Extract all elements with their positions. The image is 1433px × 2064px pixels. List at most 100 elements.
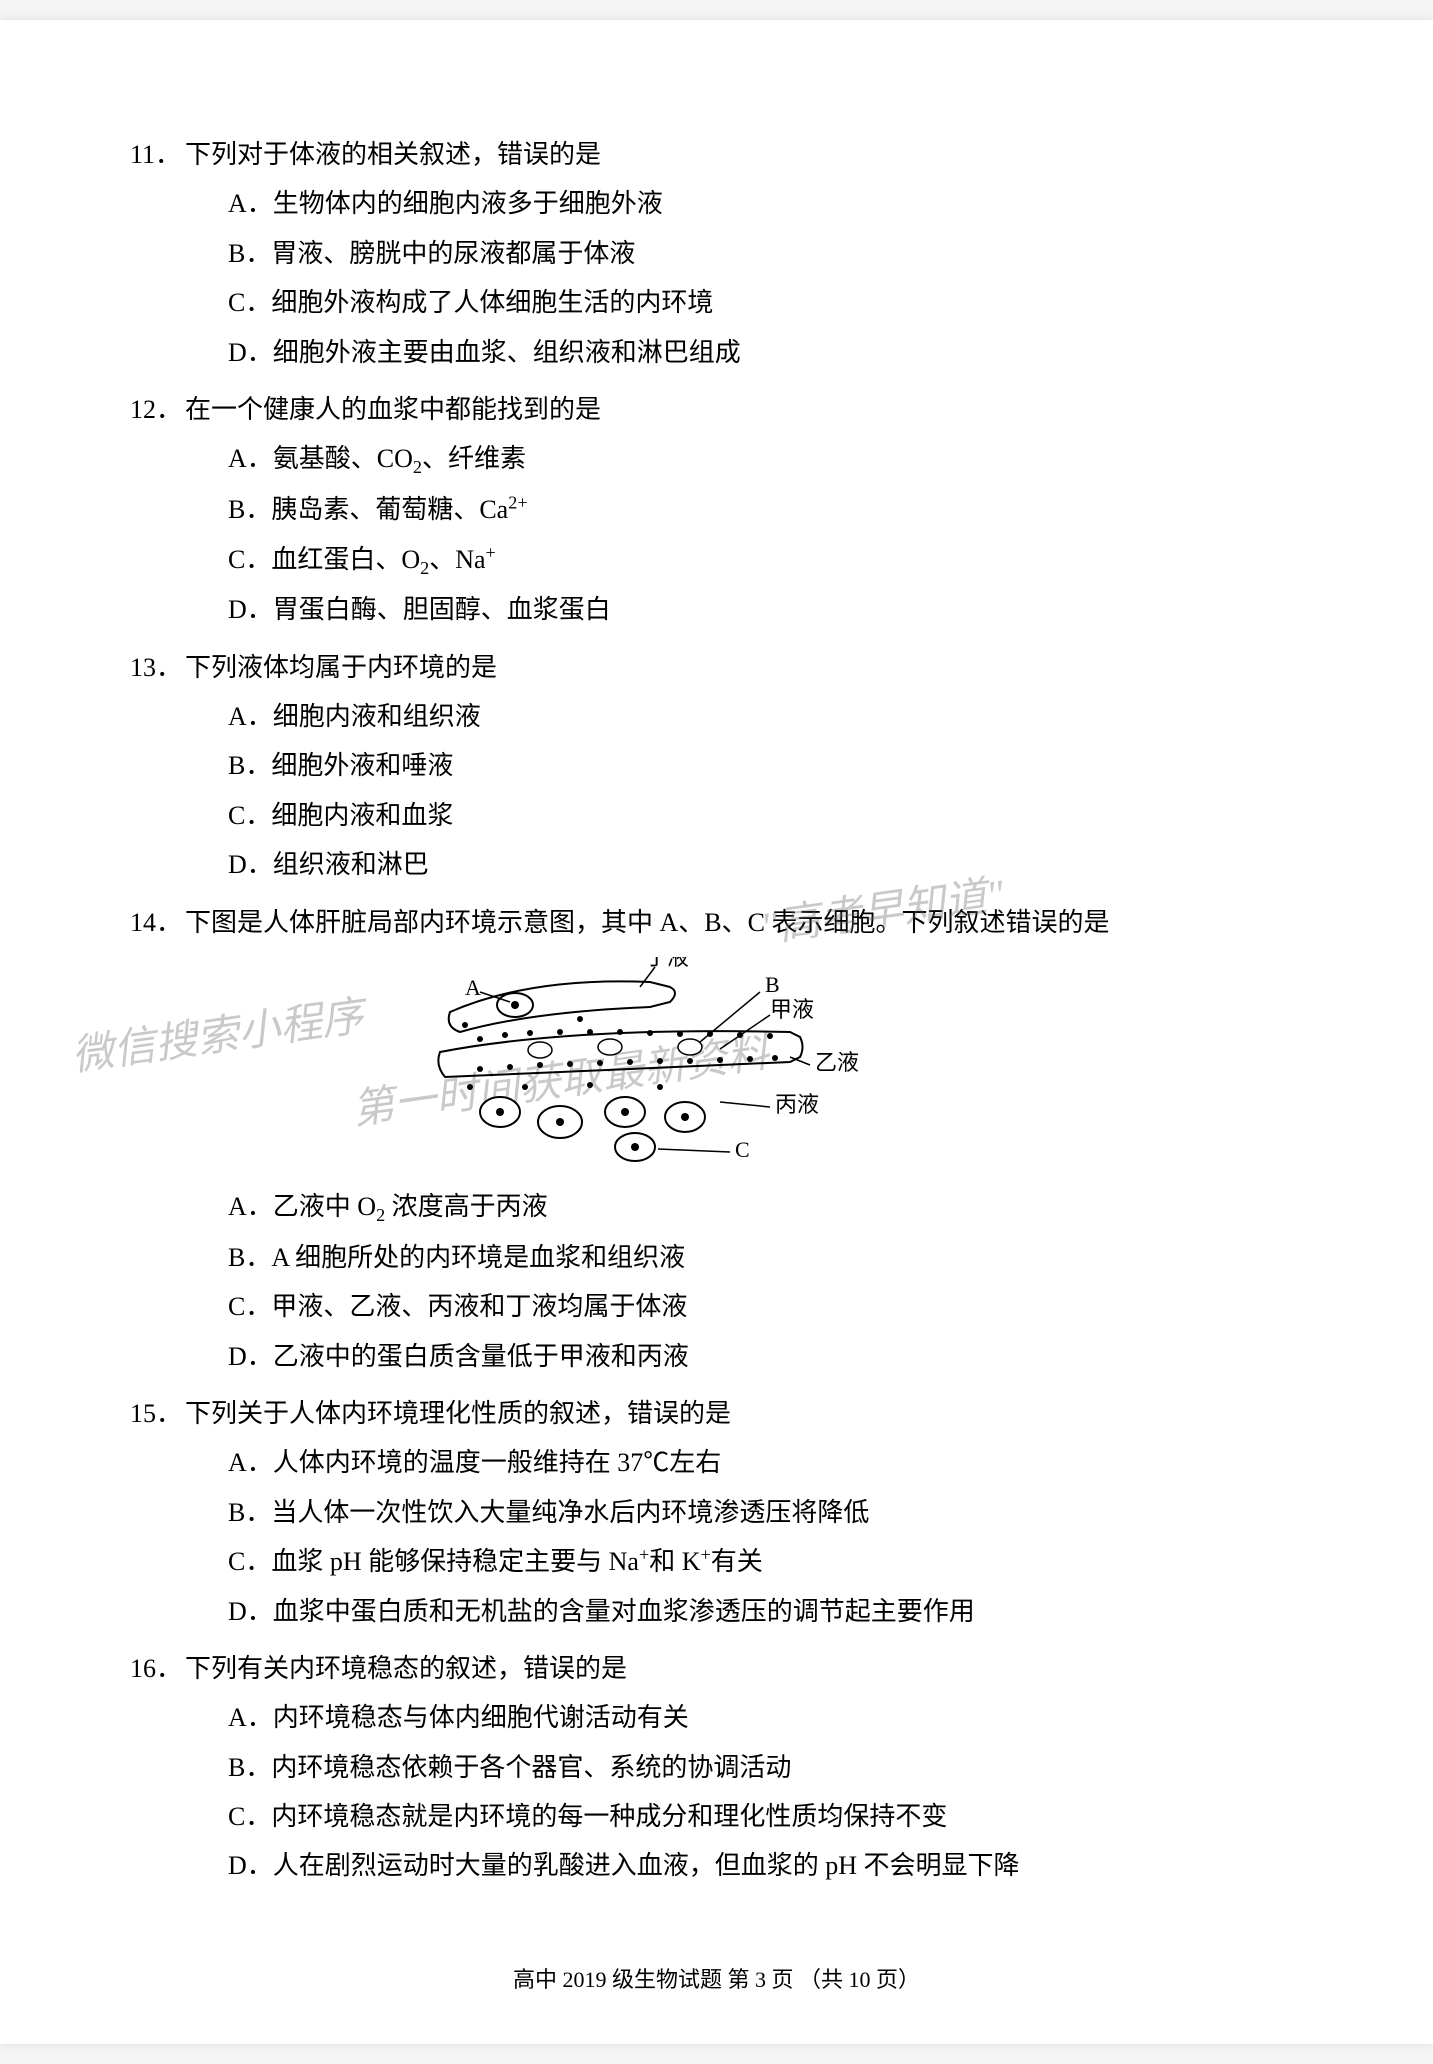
option-text: 生物体内的细胞内液多于细胞外液: [273, 179, 1303, 228]
option-c: C． 细胞外液构成了人体细胞生活的内环境: [228, 278, 1303, 327]
question-13: 13． 下列液体均属于内环境的是 A． 细胞内液和组织液 B． 细胞外液和唾液 …: [130, 643, 1303, 890]
option-text: 氨基酸、CO2、纤维素: [273, 434, 1303, 485]
question-stem-text: 在一个健康人的血浆中都能找到的是: [185, 385, 1303, 434]
option-c: C． 内环境稳态就是内环境的每一种成分和理化性质均保持不变: [228, 1792, 1303, 1841]
option-text: 细胞内液和组织液: [273, 692, 1303, 741]
label-b: B: [765, 972, 780, 997]
label-ding: 丁液: [645, 957, 689, 970]
question-number: 16．: [130, 1644, 185, 1693]
option-text: 内环境稳态与体内细胞代谢活动有关: [273, 1693, 1303, 1742]
question-number: 12．: [130, 385, 185, 434]
option-b: B． A 细胞所处的内环境是血浆和组织液: [228, 1233, 1303, 1282]
option-text: 当人体一次性饮入大量纯净水后内环境渗透压将降低: [271, 1488, 1303, 1537]
option-b: B． 内环境稳态依赖于各个器官、系统的协调活动: [228, 1743, 1303, 1792]
option-text: 人体内环境的温度一般维持在 37℃左右: [273, 1438, 1303, 1487]
label-bing: 丙液: [775, 1092, 819, 1117]
option-c: C． 血浆 pH 能够保持稳定主要与 Na+和 K+有关: [228, 1537, 1303, 1586]
option-label: B．: [228, 1743, 271, 1792]
option-text: 乙液中 O2 浓度高于丙液: [273, 1182, 1303, 1233]
label-a: A: [465, 975, 481, 1000]
label-c: C: [735, 1137, 750, 1162]
question-stem: 16． 下列有关内环境稳态的叙述，错误的是: [130, 1644, 1303, 1693]
option-text: 胃蛋白酶、胆固醇、血浆蛋白: [273, 585, 1303, 634]
question-stem: 13． 下列液体均属于内环境的是: [130, 643, 1303, 692]
liver-diagram-container: 微信搜索小程序 第一时间获取最新资料 A 丁液: [130, 957, 1303, 1177]
question-15: 15． 下列关于人体内环境理化性质的叙述，错误的是 A． 人体内环境的温度一般维…: [130, 1389, 1303, 1636]
option-text: 乙液中的蛋白质含量低于甲液和丙液: [273, 1332, 1303, 1381]
exam-page: 11． 下列对于体液的相关叙述，错误的是 A． 生物体内的细胞内液多于细胞外液 …: [0, 20, 1433, 2044]
option-a: A． 氨基酸、CO2、纤维素: [228, 434, 1303, 485]
option-label: D．: [228, 328, 273, 377]
option-label: B．: [228, 229, 271, 278]
option-label: A．: [228, 1438, 273, 1487]
options-list: A． 细胞内液和组织液 B． 细胞外液和唾液 C． 细胞内液和血浆 D． 组织液…: [130, 692, 1303, 890]
option-d: D． 血浆中蛋白质和无机盐的含量对血浆渗透压的调节起主要作用: [228, 1587, 1303, 1636]
liver-diagram-svg: A 丁液 B: [410, 957, 970, 1167]
option-text: 人在剧烈运动时大量的乳酸进入血液，但血浆的 pH 不会明显下降: [273, 1841, 1303, 1890]
option-label: C．: [228, 535, 271, 586]
option-label: B．: [228, 741, 271, 790]
options-list: A． 内环境稳态与体内细胞代谢活动有关 B． 内环境稳态依赖于各个器官、系统的协…: [130, 1693, 1303, 1891]
option-label: D．: [228, 1841, 273, 1890]
question-number: 11．: [130, 130, 185, 179]
option-label: A．: [228, 179, 273, 228]
option-text: A 细胞所处的内环境是血浆和组织液: [271, 1233, 1303, 1282]
option-c: C． 血红蛋白、O2、Na+: [228, 535, 1303, 586]
question-stem: 11． 下列对于体液的相关叙述，错误的是: [130, 130, 1303, 179]
option-label: D．: [228, 840, 273, 889]
question-16: 16． 下列有关内环境稳态的叙述，错误的是 A． 内环境稳态与体内细胞代谢活动有…: [130, 1644, 1303, 1891]
option-text: 内环境稳态依赖于各个器官、系统的协调活动: [271, 1743, 1303, 1792]
option-label: A．: [228, 1182, 273, 1233]
option-label: B．: [228, 1488, 271, 1537]
option-text: 细胞外液构成了人体细胞生活的内环境: [271, 278, 1303, 327]
option-text: 组织液和淋巴: [273, 840, 1303, 889]
options-list: A． 氨基酸、CO2、纤维素 B． 胰岛素、葡萄糖、Ca2+ C． 血红蛋白、O…: [130, 434, 1303, 634]
option-d: D． 人在剧烈运动时大量的乳酸进入血液，但血浆的 pH 不会明显下降: [228, 1841, 1303, 1890]
label-yi: 乙液: [815, 1050, 859, 1075]
option-text: 细胞内液和血浆: [271, 791, 1303, 840]
option-a: A． 内环境稳态与体内细胞代谢活动有关: [228, 1693, 1303, 1742]
option-label: A．: [228, 434, 273, 485]
option-a: A． 生物体内的细胞内液多于细胞外液: [228, 179, 1303, 228]
options-list: A． 人体内环境的温度一般维持在 37℃左右 B． 当人体一次性饮入大量纯净水后…: [130, 1438, 1303, 1636]
option-c: C． 细胞内液和血浆: [228, 791, 1303, 840]
options-list: A． 乙液中 O2 浓度高于丙液 B． A 细胞所处的内环境是血浆和组织液 C．…: [130, 1182, 1303, 1381]
option-b: B． 胃液、膀胱中的尿液都属于体液: [228, 229, 1303, 278]
option-label: C．: [228, 791, 271, 840]
option-b: B． 胰岛素、葡萄糖、Ca2+: [228, 485, 1303, 534]
option-c: C． 甲液、乙液、丙液和丁液均属于体液: [228, 1282, 1303, 1331]
options-list: A． 生物体内的细胞内液多于细胞外液 B． 胃液、膀胱中的尿液都属于体液 C． …: [130, 179, 1303, 377]
option-label: A．: [228, 1693, 273, 1742]
option-a: A． 人体内环境的温度一般维持在 37℃左右: [228, 1438, 1303, 1487]
option-text: 血浆中蛋白质和无机盐的含量对血浆渗透压的调节起主要作用: [273, 1587, 1303, 1636]
option-d: D． 胃蛋白酶、胆固醇、血浆蛋白: [228, 585, 1303, 634]
option-label: A．: [228, 692, 273, 741]
option-b: B． 当人体一次性饮入大量纯净水后内环境渗透压将降低: [228, 1488, 1303, 1537]
option-d: D． 乙液中的蛋白质含量低于甲液和丙液: [228, 1332, 1303, 1381]
option-label: C．: [228, 278, 271, 327]
question-stem-text: 下列有关内环境稳态的叙述，错误的是: [185, 1644, 1303, 1693]
option-label: D．: [228, 1332, 273, 1381]
option-text: 血红蛋白、O2、Na+: [271, 535, 1303, 586]
label-jia: 甲液: [770, 997, 814, 1022]
page-footer: 高中 2019 级生物试题 第 3 页 （共 10 页）: [0, 1962, 1433, 1994]
option-a: A． 细胞内液和组织液: [228, 692, 1303, 741]
question-stem-text: 下列关于人体内环境理化性质的叙述，错误的是: [185, 1389, 1303, 1438]
option-label: B．: [228, 1233, 271, 1282]
watermark-text: 微信搜索小程序: [67, 982, 367, 1083]
option-text: 内环境稳态就是内环境的每一种成分和理化性质均保持不变: [271, 1792, 1303, 1841]
option-d: D． 细胞外液主要由血浆、组织液和淋巴组成: [228, 328, 1303, 377]
question-number: 14．: [130, 898, 185, 947]
question-stem-text: 下图是人体肝脏局部内环境示意图，其中 A、B、C 表示细胞。下列叙述错误的是: [185, 898, 1303, 947]
option-label: C．: [228, 1792, 271, 1841]
option-label: D．: [228, 1587, 273, 1636]
option-text: 甲液、乙液、丙液和丁液均属于体液: [271, 1282, 1303, 1331]
question-stem-text: 下列对于体液的相关叙述，错误的是: [185, 130, 1303, 179]
option-label: B．: [228, 485, 271, 534]
question-number: 13．: [130, 643, 185, 692]
option-text: 细胞外液主要由血浆、组织液和淋巴组成: [273, 328, 1303, 377]
question-12: 12． 在一个健康人的血浆中都能找到的是 A． 氨基酸、CO2、纤维素 B． 胰…: [130, 385, 1303, 635]
option-b: B． 细胞外液和唾液: [228, 741, 1303, 790]
question-stem: 15． 下列关于人体内环境理化性质的叙述，错误的是: [130, 1389, 1303, 1438]
option-text: 细胞外液和唾液: [271, 741, 1303, 790]
